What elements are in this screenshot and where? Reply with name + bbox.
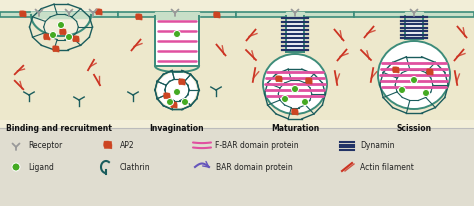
Circle shape: [292, 85, 299, 92]
Circle shape: [422, 89, 429, 96]
Text: Receptor: Receptor: [28, 142, 62, 151]
FancyBboxPatch shape: [354, 12, 474, 17]
Polygon shape: [292, 109, 298, 115]
Polygon shape: [427, 69, 433, 75]
Polygon shape: [286, 12, 304, 19]
Text: AP2: AP2: [120, 142, 135, 151]
Polygon shape: [73, 36, 79, 42]
Bar: [118, 16, 236, 120]
Circle shape: [182, 98, 189, 105]
Polygon shape: [178, 79, 185, 85]
Polygon shape: [213, 12, 220, 18]
Text: Clathrin: Clathrin: [120, 163, 151, 172]
Bar: [236, 16, 354, 120]
Text: Actin filament: Actin filament: [360, 163, 414, 172]
Bar: [0, 16, 118, 120]
Circle shape: [173, 30, 181, 37]
Polygon shape: [170, 102, 177, 108]
Polygon shape: [95, 9, 102, 15]
FancyBboxPatch shape: [405, 16, 423, 39]
FancyBboxPatch shape: [236, 12, 354, 17]
Circle shape: [301, 98, 309, 105]
Circle shape: [173, 89, 181, 96]
Text: Invagination: Invagination: [150, 124, 204, 133]
Polygon shape: [405, 12, 423, 19]
Text: F-BAR domain protein: F-BAR domain protein: [215, 142, 299, 151]
Text: Ligand: Ligand: [28, 163, 54, 172]
Polygon shape: [164, 93, 170, 99]
FancyBboxPatch shape: [0, 12, 118, 17]
Polygon shape: [305, 78, 312, 84]
Polygon shape: [59, 29, 66, 35]
Circle shape: [410, 76, 418, 83]
Polygon shape: [155, 12, 199, 19]
Ellipse shape: [157, 72, 197, 108]
Circle shape: [57, 21, 64, 28]
Text: Binding and recruitment: Binding and recruitment: [6, 124, 112, 133]
FancyBboxPatch shape: [286, 16, 304, 52]
Polygon shape: [53, 46, 59, 52]
FancyBboxPatch shape: [118, 12, 236, 17]
Text: Scission: Scission: [396, 124, 431, 133]
Polygon shape: [275, 76, 282, 82]
Bar: [354, 16, 474, 120]
Circle shape: [399, 87, 405, 94]
Circle shape: [49, 32, 56, 39]
Polygon shape: [392, 67, 399, 73]
Polygon shape: [136, 14, 142, 20]
Polygon shape: [19, 11, 26, 17]
Circle shape: [65, 34, 73, 41]
Text: Maturation: Maturation: [271, 124, 319, 133]
Ellipse shape: [263, 54, 327, 114]
Polygon shape: [103, 141, 112, 149]
Text: Dynamin: Dynamin: [360, 142, 394, 151]
FancyBboxPatch shape: [155, 16, 199, 66]
Polygon shape: [44, 34, 50, 40]
Bar: [0, 0, 474, 16]
Circle shape: [282, 96, 289, 103]
Ellipse shape: [378, 41, 450, 109]
Circle shape: [12, 163, 20, 171]
Bar: [0, 128, 474, 206]
Text: BAR domain protein: BAR domain protein: [216, 163, 293, 172]
Circle shape: [166, 98, 173, 105]
